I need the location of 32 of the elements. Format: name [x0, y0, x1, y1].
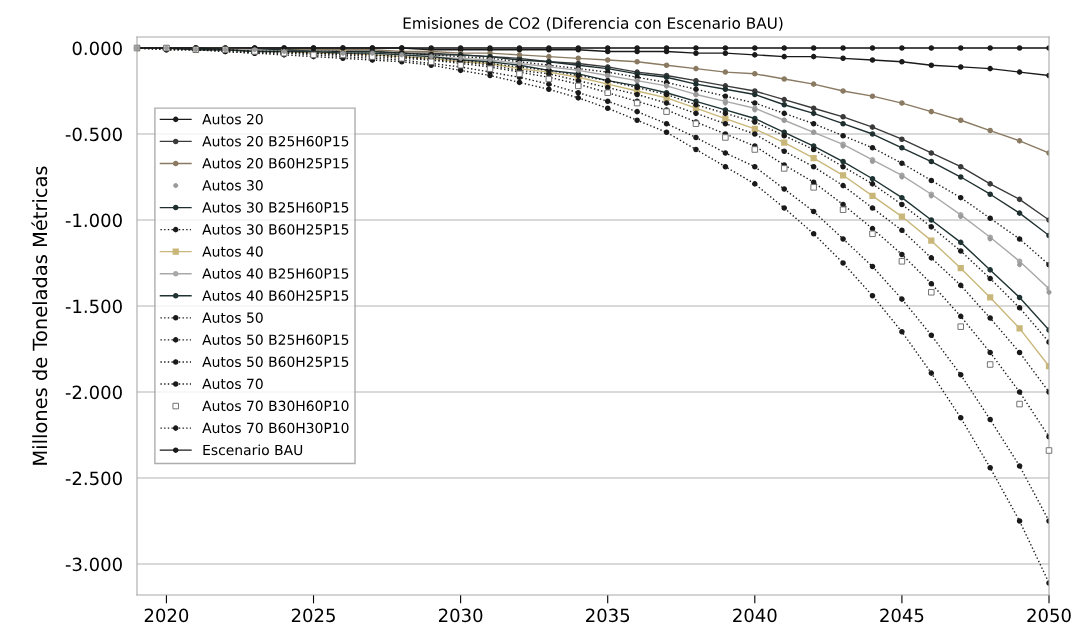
y-tick-label: -2.000 — [65, 385, 122, 400]
legend-label: Autos 70 B30H60P10 — [202, 400, 349, 412]
x-tick-label: 2050 — [1027, 608, 1071, 623]
y-tick-label: -3.000 — [65, 557, 122, 572]
legend-label: Autos 30 B60H25P15 — [202, 224, 349, 235]
legend-label: Autos 20 B60H25P15 — [202, 158, 349, 169]
chart-title: Emisiones de CO2 (Diferencia con Escenario BAU) — [403, 17, 783, 31]
legend-label: Autos 40 — [202, 246, 263, 257]
y-axis-title: Millones de Toneladas Métricas — [31, 166, 48, 465]
legend-label: Escenario BAU — [203, 444, 303, 456]
legend-label: Autos 70 B60H30P10 — [202, 422, 349, 434]
x-tick-label: 2020 — [144, 608, 189, 623]
legend-label: Autos 50 — [202, 312, 263, 323]
legend-label: Autos 70 — [202, 378, 263, 390]
legend-label: Autos 40 B25H60P15 — [202, 268, 349, 279]
x-tick-label: 2025 — [291, 608, 335, 623]
x-tick-label: 2035 — [586, 608, 630, 623]
x-tick-label: 2030 — [438, 608, 483, 623]
legend-label: Autos 30 B25H60P15 — [202, 202, 349, 213]
x-tick-label: 2045 — [880, 608, 924, 623]
legend-label: Autos 20 B25H60P15 — [202, 135, 349, 147]
legend-label: Autos 50 B25H60P15 — [202, 334, 349, 345]
x-tick-label: 2040 — [733, 608, 777, 623]
y-tick-label: -0.500 — [65, 127, 122, 142]
y-tick-label: 0.000 — [72, 41, 122, 56]
y-tick-label: -1.500 — [65, 299, 122, 314]
y-tick-label: -2.500 — [65, 471, 122, 486]
y-tick-label: -1.000 — [65, 213, 122, 228]
legend-label: Autos 40 B60H25P15 — [202, 290, 349, 301]
legend-label: Autos 20 — [202, 113, 263, 125]
legend-label: Autos 50 B60H25P15 — [202, 356, 349, 367]
legend-label: Autos 30 — [202, 180, 263, 191]
